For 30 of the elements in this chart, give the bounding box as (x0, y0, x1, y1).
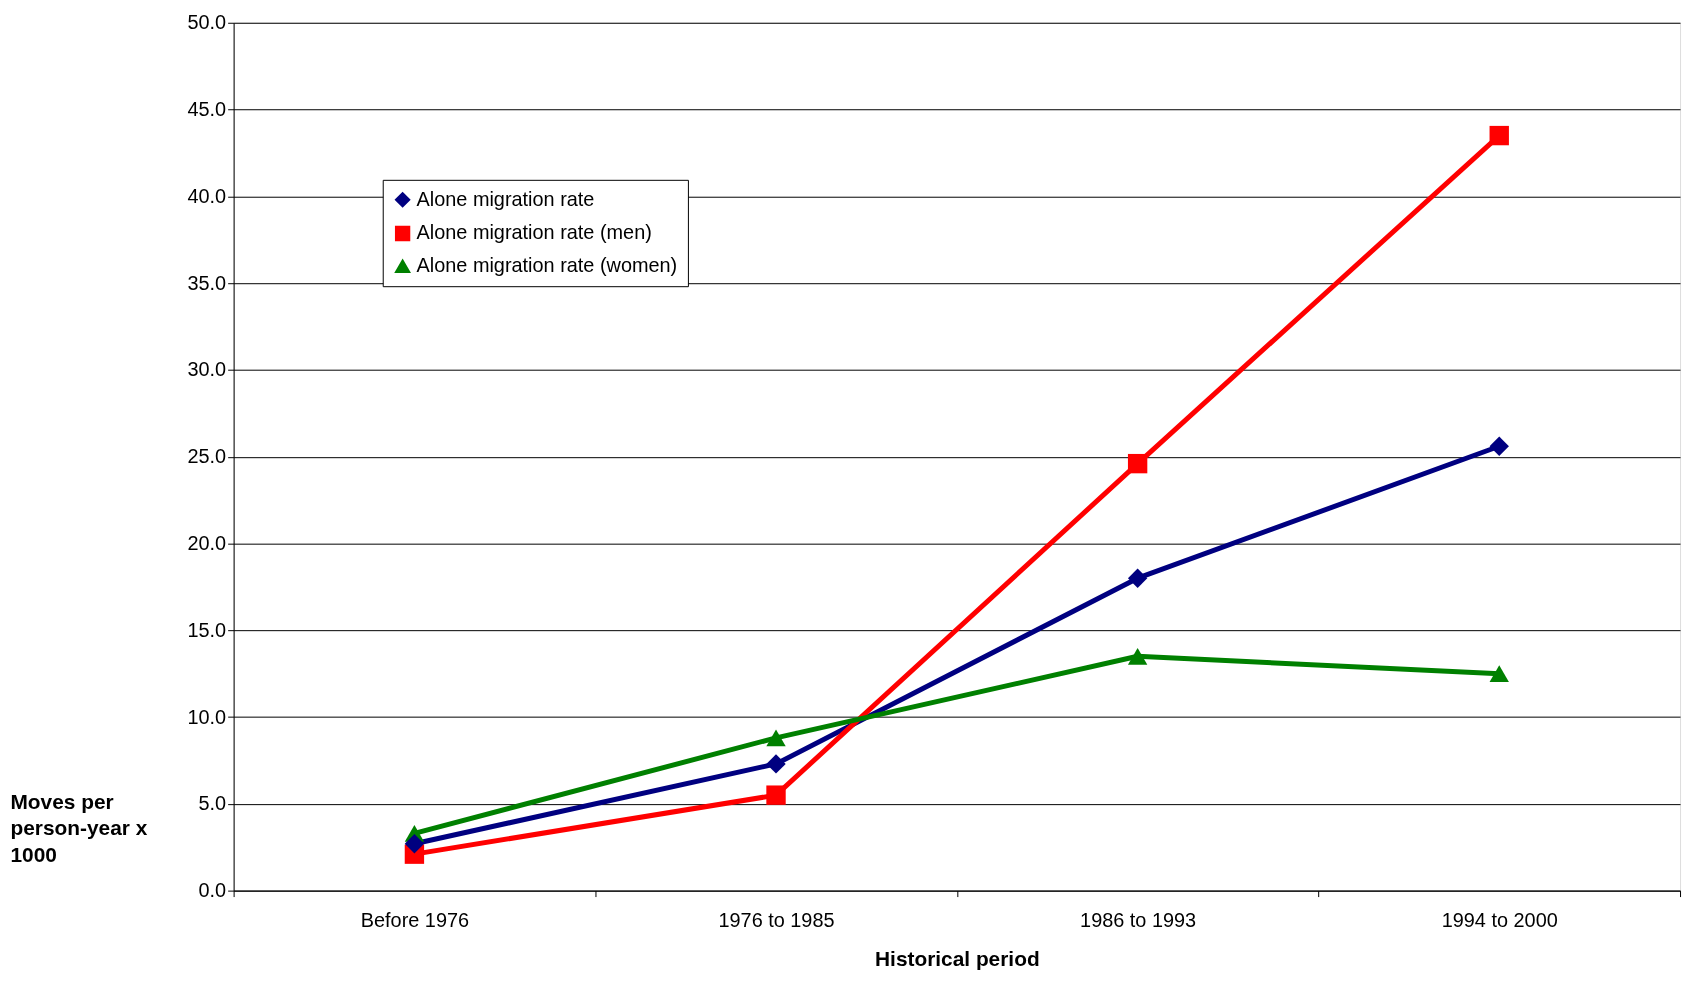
y-tick-label: 0.0 (198, 879, 227, 902)
point (404, 834, 425, 854)
point (1127, 453, 1148, 474)
y-tick-label: 20.0 (187, 531, 227, 554)
point (766, 754, 786, 774)
x-axis-title: Historical period (875, 946, 1040, 970)
x-tick-label: 1994 to 2000 (1441, 908, 1558, 931)
legend-label: Alone migration rate (women) (416, 254, 678, 277)
point (1127, 568, 1148, 588)
point (766, 785, 786, 805)
y-tick-label: 45.0 (187, 98, 227, 121)
y-tick-label: 35.0 (187, 271, 227, 294)
y-tick-label: 30.0 (187, 358, 227, 381)
y-axis-title: Moves per person-year x 1000 (10, 789, 148, 867)
y-tick-label: 15.0 (187, 618, 227, 641)
point (766, 729, 786, 747)
y-tick-label: 50.0 (187, 11, 227, 34)
y-tick-label: 5.0 (198, 792, 227, 815)
x-tick-label: 1986 to 1993 (1080, 908, 1197, 931)
point (1489, 436, 1509, 456)
y-tick-label: 25.0 (187, 445, 227, 468)
point (1489, 665, 1509, 683)
x-tick-label: 1976 to 1985 (718, 908, 835, 931)
y-tick-label: 40.0 (187, 184, 227, 207)
y-tick-label: 10.0 (187, 705, 227, 728)
legend-label: Alone migration rate (416, 187, 595, 210)
point (1489, 125, 1509, 146)
legend-label: Alone migration rate (men) (416, 221, 652, 244)
point (1127, 647, 1148, 665)
x-tick-label: Before 1976 (360, 908, 470, 931)
